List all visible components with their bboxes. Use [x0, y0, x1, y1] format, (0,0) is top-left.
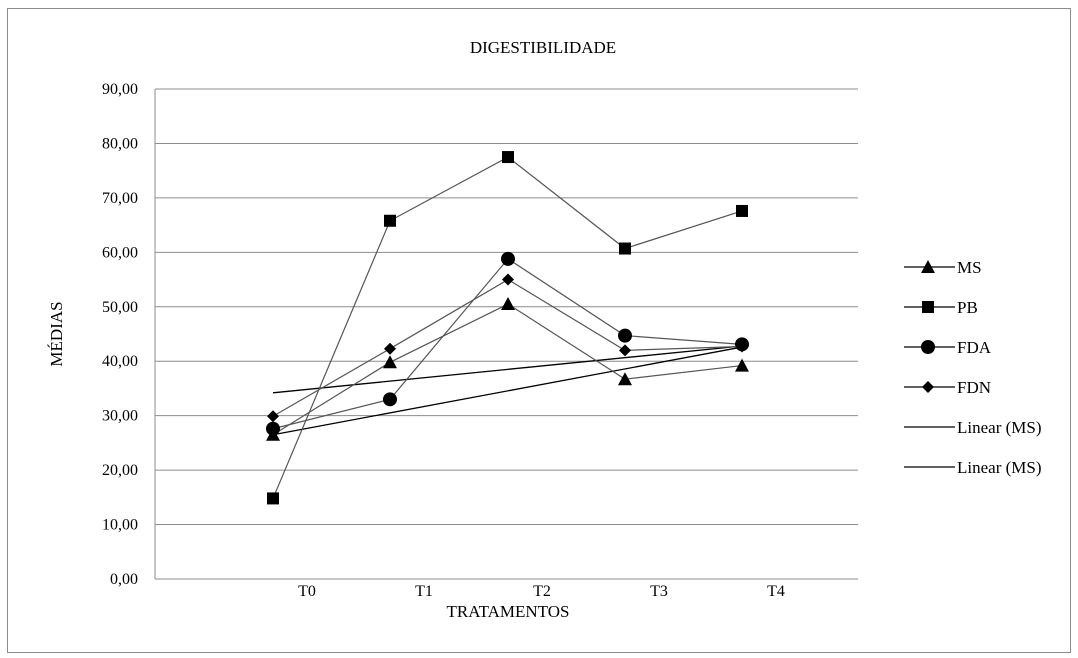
data-point-fda [501, 252, 515, 266]
trendline-linear-ms [273, 346, 742, 393]
y-axis-title: MÉDIAS [47, 301, 66, 366]
trendlines [273, 346, 742, 435]
legend-label: FDN [957, 378, 991, 397]
data-point-fda [383, 392, 397, 406]
series-fdn [267, 274, 748, 423]
legend-marker [922, 381, 934, 393]
y-tick-label: 70,00 [102, 190, 138, 207]
series-line-pb [273, 157, 742, 498]
data-point-pb [736, 205, 748, 217]
data-point-fdn [267, 410, 279, 422]
y-tick-label: 30,00 [102, 408, 138, 425]
y-tick-label: 10,00 [102, 517, 138, 534]
legend-marker [922, 301, 934, 313]
y-tick-label: 60,00 [102, 244, 138, 261]
data-point-fda [618, 329, 632, 343]
x-tick-label: T2 [533, 583, 551, 600]
x-tick-label: T0 [298, 583, 316, 600]
data-point-ms [735, 359, 749, 372]
data-point-fdn [384, 343, 396, 355]
legend-label: PB [957, 298, 978, 317]
y-tick-label: 20,00 [102, 462, 138, 479]
data-point-fdn [619, 344, 631, 356]
legend-label: Linear (MS) [957, 458, 1042, 477]
y-tick-labels: 0,00 10,00 20,00 30,00 40,00 50,00 60,00 70,00 8… [102, 81, 138, 588]
data-point-ms [501, 297, 515, 310]
data-point-fda [266, 422, 280, 436]
y-tick-label: 90,00 [102, 81, 138, 98]
legend-label: MS [957, 258, 982, 277]
legend-item: MS [904, 258, 982, 277]
y-tick-label: 50,00 [102, 299, 138, 316]
legend-item: Linear (MS) [904, 458, 1042, 477]
legend: MS PB FDA FDN Linear (MS) Linear (MS) [904, 258, 1042, 477]
x-tick-labels: T0 T1 T2 T3 T4 [298, 583, 785, 600]
x-tick-label: T4 [767, 583, 785, 600]
data-point-fdn [502, 274, 514, 286]
legend-label: Linear (MS) [957, 418, 1042, 437]
data-point-pb [384, 215, 396, 227]
y-tick-label: 0,00 [110, 571, 138, 588]
legend-item: FDA [904, 338, 992, 357]
series-pb [267, 151, 748, 504]
x-axis-title: TRATAMENTOS [446, 602, 569, 621]
legend-item: Linear (MS) [904, 418, 1042, 437]
chart-title: DIGESTIBILIDADE [470, 38, 616, 57]
x-tick-label: T3 [650, 583, 668, 600]
data-point-pb [267, 492, 279, 504]
data-point-pb [502, 151, 514, 163]
y-tick-label: 40,00 [102, 353, 138, 370]
x-tick-label: T1 [415, 583, 433, 600]
data-point-pb [619, 243, 631, 255]
legend-item: PB [904, 298, 978, 317]
data-point-ms [383, 355, 397, 368]
data-series [266, 151, 749, 504]
legend-marker [921, 340, 935, 354]
legend-label: FDA [957, 338, 992, 357]
y-tick-label: 80,00 [102, 135, 138, 152]
legend-item: FDN [904, 378, 991, 397]
